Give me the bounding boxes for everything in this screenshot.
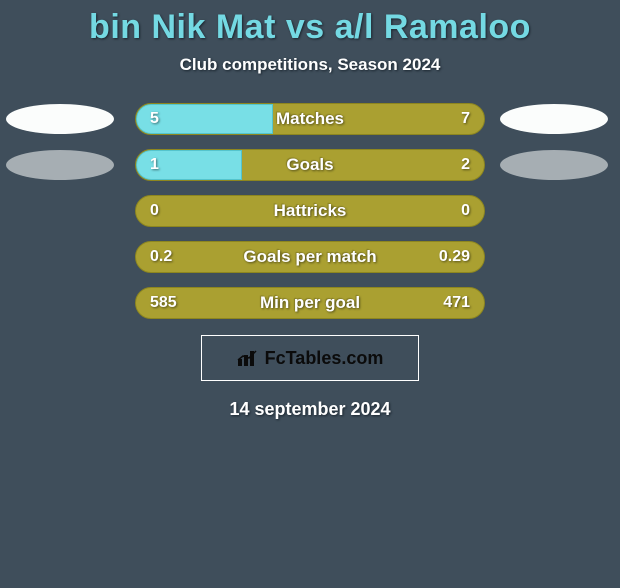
page-subtitle: Club competitions, Season 2024	[0, 55, 620, 75]
stat-bar-track: 585 471Min per goal	[135, 287, 485, 319]
stat-label: Min per goal	[136, 288, 484, 318]
player-left-marker	[6, 104, 114, 134]
player-left-marker	[6, 150, 114, 180]
bar-chart-icon	[237, 349, 259, 367]
player-right-marker	[500, 150, 608, 180]
stat-bar-fill	[136, 104, 273, 134]
stat-value-right: 2	[461, 150, 470, 180]
stat-value-right: 7	[461, 104, 470, 134]
watermark-badge: FcTables.com	[201, 335, 419, 381]
stat-value-right: 471	[443, 288, 470, 318]
stat-bar-track: 12Goals	[135, 149, 485, 181]
stat-value-right: 0	[461, 196, 470, 226]
player-right-marker	[500, 104, 608, 134]
stat-bar-fill	[136, 150, 242, 180]
stat-row: 585 471Min per goal	[0, 287, 620, 319]
stat-bar-track: 57Matches	[135, 103, 485, 135]
snapshot-date: 14 september 2024	[0, 399, 620, 420]
watermark-text: FcTables.com	[265, 348, 384, 369]
stat-value-right: 0.29	[439, 242, 470, 272]
stat-value-left: 0	[150, 196, 159, 226]
stat-value-left: 585	[150, 288, 177, 318]
stat-row: 57Matches	[0, 103, 620, 135]
stat-bar-track: 0.2 0.29Goals per match	[135, 241, 485, 273]
stat-bar-track: 0 0Hattricks	[135, 195, 485, 227]
stat-label: Hattricks	[136, 196, 484, 226]
stat-row: 12Goals	[0, 149, 620, 181]
stat-label: Goals per match	[136, 242, 484, 272]
stat-value-left: 0.2	[150, 242, 172, 272]
stat-row: 0 0Hattricks	[0, 195, 620, 227]
stat-row: 0.2 0.29Goals per match	[0, 241, 620, 273]
comparison-stage: 57Matches 12Goals 0 0Hattricks 0.2 0.29Goals …	[0, 103, 620, 319]
page-title: bin Nik Mat vs a/l Ramaloo	[0, 8, 620, 47]
